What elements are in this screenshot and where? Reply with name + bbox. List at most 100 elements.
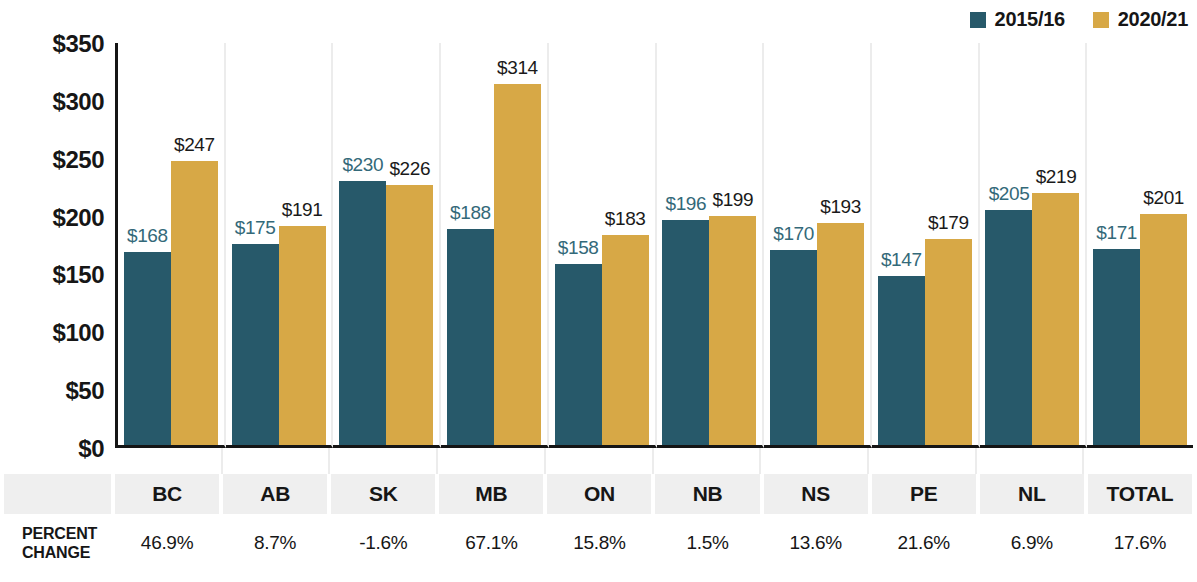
bar-value-label: $191 (282, 199, 323, 221)
bar-2020-21: $314 (494, 84, 541, 445)
bar-group-nb: $196 $199 (657, 43, 765, 448)
y-axis: $350$300$250$200$150$100$50$0 (0, 44, 104, 449)
bar-value-label: $196 (666, 193, 707, 215)
y-axis-tick: $300 (0, 88, 104, 116)
province-header-row: BCABSKMBONNBNSPENLTOTAL (4, 474, 1192, 514)
table-header-cell-nl: NL (980, 474, 1084, 514)
legend-label: 2015/16 (995, 8, 1065, 31)
gridline-extension-cell (115, 448, 223, 474)
legend-item-2020-21: 2020/21 (1093, 8, 1188, 31)
table-header-cell-mb: MB (439, 474, 543, 514)
bar-value-label: $201 (1143, 187, 1184, 209)
gridline-extension-cell (1084, 448, 1190, 474)
percent-value-cell-nb: 1.5% (655, 532, 759, 554)
bar-2020-21: $183 (602, 235, 649, 445)
percent-value-cell-mb: 67.1% (439, 532, 543, 554)
legend-item-2015-16: 2015/16 (970, 8, 1065, 31)
bar-value-label: $193 (820, 196, 861, 218)
y-axis-tick: $250 (0, 146, 104, 174)
chart-legend: 2015/16 2020/21 (970, 8, 1188, 31)
percent-value-cell-sk: -1.6% (331, 532, 435, 554)
gridline-extension-cell (977, 448, 1085, 474)
percent-value-cell-nl: 6.9% (980, 532, 1084, 554)
bar-value-label: $168 (127, 225, 168, 247)
y-axis-tick: $50 (0, 377, 104, 405)
gridline-extension-cell (546, 448, 654, 474)
percent-value-cell-pe: 21.6% (872, 532, 976, 554)
bar-value-label: $171 (1096, 222, 1137, 244)
bar-value-label: $170 (773, 223, 814, 245)
bar-pair: $196$199 (662, 216, 756, 445)
bar-2015-16: $147 (878, 276, 925, 445)
legend-label: 2020/21 (1118, 8, 1188, 31)
percent-value-cell-bc: 46.9% (115, 532, 219, 554)
bar-value-label: $183 (605, 208, 646, 230)
bar-pair: $171$201 (1093, 214, 1187, 445)
bar-value-label: $188 (450, 202, 491, 224)
bar-2020-21: $201 (1140, 214, 1187, 445)
bar-value-label: $226 (389, 158, 430, 180)
percent-value-cell-ab: 8.7% (223, 532, 327, 554)
gridline-extension-cell (223, 448, 331, 474)
bar-2015-16: $168 (124, 252, 171, 445)
bar-value-label: $147 (881, 249, 922, 271)
bar-2015-16: $175 (232, 244, 279, 445)
bar-group-bc: $168$247 (118, 43, 226, 448)
bar-value-label: $219 (1036, 166, 1077, 188)
bar-value-label: $199 (713, 189, 754, 211)
bar-pair: $188$314 (447, 84, 541, 445)
bar-pair: $205$219 (985, 193, 1079, 445)
table-header-cell-ab: AB (223, 474, 327, 514)
bar-value-label: $179 (928, 212, 969, 234)
gridline-extension-cell (869, 448, 977, 474)
bar-group-nl: $205$219 (980, 43, 1088, 448)
gridline-extension (115, 448, 1190, 474)
bar-2015-16: $188 (447, 229, 494, 445)
bar-groups-container: $168$247$175$191$230$226$188$314$158$183… (118, 43, 1193, 448)
table-header-cell-on: ON (547, 474, 651, 514)
bar-value-label: $175 (235, 217, 276, 239)
percent-value-cell-on: 15.8% (547, 532, 651, 554)
bar-group-sk: $230$226 (333, 43, 441, 448)
bar-value-label: $158 (558, 237, 599, 259)
bar-value-label: $247 (174, 134, 215, 156)
table-header-cell-ns: NS (764, 474, 868, 514)
table-header-cell-pe: PE (872, 474, 976, 514)
percent-value-cell-total: 17.6% (1088, 532, 1192, 554)
table-header-cell-sk: SK (331, 474, 435, 514)
gridline-extension-cell (438, 448, 546, 474)
y-axis-tick: $0 (0, 435, 104, 463)
bar-2020-21: $179 (925, 239, 972, 445)
table-header-cell-nb: NB (655, 474, 759, 514)
percent-change-row: PERCENT CHANGE 46.9%8.7%-1.6%67.1%15.8%1… (4, 514, 1192, 572)
bar-2015-16: $170 (770, 250, 817, 445)
bar-group-ab: $175$191 (226, 43, 334, 448)
legend-swatch-2015-16-icon (970, 12, 986, 28)
bar-pair: $175$191 (232, 226, 326, 445)
table-header-cell-bc: BC (115, 474, 219, 514)
percent-change-label: PERCENT CHANGE (4, 524, 111, 562)
y-axis-tick: $100 (0, 319, 104, 347)
bar-2020-21: $193 (817, 223, 864, 445)
bar-2015-16: $205 (985, 210, 1032, 445)
bar-value-label: $205 (989, 183, 1030, 205)
y-axis-tick: $150 (0, 261, 104, 289)
y-axis-tick: $200 (0, 204, 104, 232)
bar-pair: $158$183 (555, 235, 649, 445)
bar-2020-21: $247 (171, 161, 218, 445)
gridline-extension-cell (330, 448, 438, 474)
bar-pair: $168$247 (124, 161, 218, 445)
plot-area: $168$247$175$191$230$226$188$314$158$183… (115, 43, 1193, 448)
bar-pair: $170$193 (770, 223, 864, 445)
gridline-extension-cell (761, 448, 869, 474)
bar-2015-16: $230 (339, 181, 386, 445)
percent-value-cell-ns: 13.6% (764, 532, 868, 554)
gridline-extension-cell (654, 448, 762, 474)
legend-swatch-2020-21-icon (1093, 12, 1109, 28)
bar-group-on: $158$183 (549, 43, 657, 448)
bar-2020-21: $226 (386, 185, 433, 445)
bar-value-label: $230 (342, 154, 383, 176)
bar-2020-21: $219 (1032, 193, 1079, 445)
bar-2020-21: $191 (279, 226, 326, 445)
bar-2015-16: $171 (1093, 249, 1140, 445)
